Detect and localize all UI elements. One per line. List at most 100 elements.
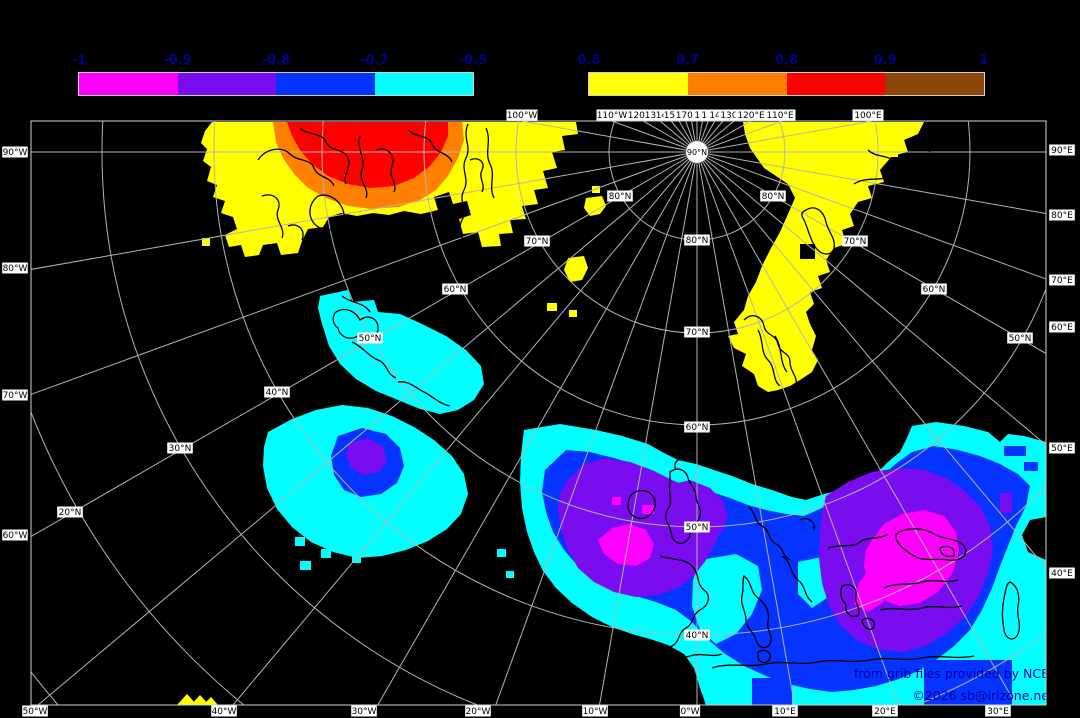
graticule-label: 80°N [609,192,632,202]
data-regions [177,122,1046,705]
north-pole-disc [686,141,708,163]
colorbar-tick: -0.7 [360,53,389,68]
graticule-label: 10°E [774,707,796,717]
graticule-label-box [607,190,633,202]
purple-speck [1000,493,1012,513]
graticule-label: 60°E [1051,323,1073,333]
negative-colorbar [78,72,474,96]
coast-scandinavia [743,315,797,387]
yellow-speck [592,186,600,193]
graticule-label-box [264,386,290,398]
graticule-label-box [351,705,377,717]
cyan-speck [352,555,361,563]
positive-colorbar [588,72,985,96]
coast-north-africa [711,655,975,669]
graticule-label-box [57,506,83,518]
graticule-label: 40°N [686,631,709,641]
graticule-label: 130°E [720,111,748,121]
graticule-labels: 100°W110°W120°W130°W140°W150°W170°W160°E… [2,109,1075,717]
blue-speck [1024,462,1038,471]
graticule-label-box [684,234,710,246]
colorbar-tick: 0.8 [774,53,799,68]
graticule-label-box [22,705,48,717]
meridian-line [696,151,1046,280]
graticule-label-box [2,146,28,158]
cyan-speck [300,561,311,570]
yellow-speck [569,310,577,317]
colorbar-segment [786,73,886,95]
coast-canadian-arctic [257,127,453,241]
meridian-line [31,151,698,395]
graticule-label: 170°W [676,111,707,121]
coast-adriatic [781,533,889,603]
graticule-label-box [1049,567,1075,579]
yellow-patch-svalbard [584,196,606,216]
coast-baltic [747,483,815,561]
meridian-line [696,151,1046,569]
graticule-label-box [684,421,710,433]
colorbar-tick: 0.5 [577,53,601,68]
graticule-label: 0°W [680,707,699,717]
graticule-label-box [921,283,947,295]
meridian-line [598,151,698,705]
graticule-label-box [596,109,628,121]
graticule-label: 60°W [3,531,28,541]
graticule-label-box [842,235,868,247]
graticule-label: 70°N [844,237,867,247]
graticule-label-box [772,705,798,717]
graticule-label: 40°N [266,388,289,398]
graticule-label: 10°W [583,707,608,717]
coast-france-iberia [623,555,723,659]
meridian-line [377,151,698,705]
yellow-speck [536,166,542,172]
graticule-label-box [852,109,884,121]
hole-in-yellow [800,244,815,259]
graticule-label-box [675,109,707,121]
yellow-speck [547,303,557,311]
graticule-label: 50°N [686,523,709,533]
coast-caspian [1001,581,1021,640]
colorbar-segment [276,73,375,95]
cyan-speck [497,549,506,557]
graticule-label-box [872,705,898,717]
graticule-label: 120°E [737,111,765,121]
meridian-line [232,151,698,705]
coast-greece [840,584,875,631]
graticule-label-box [582,705,608,717]
graticule-label-box [679,705,701,717]
graticule-label-box [735,109,767,121]
graticule-label-box [985,705,1011,717]
graticule-label: 90°W [3,148,28,158]
meridian-line [696,151,1046,355]
graticule-label: 30°E [987,707,1009,717]
positive-colorbar-ticks: 0.5 0.7 0.8 0.9 1 [577,53,988,69]
colorbar-tick: -0.5 [458,53,488,68]
meridian-line [696,151,1017,705]
meridian-line [696,151,1046,215]
graticule-label-box [1007,332,1033,344]
graticule-label-box [1049,209,1075,221]
meridian-line [31,151,698,270]
coast-black-sea [895,528,967,561]
coast-greenland-west [459,123,495,249]
graticule-label-box [2,262,28,274]
graticule-label: 80°E [1051,211,1073,221]
graticule-label: 50°W [23,707,48,717]
magenta-speck [612,497,621,505]
meridian-line [31,151,698,538]
colorbar-segment [589,73,688,95]
graticule-label: 100°W [507,111,538,121]
blue-speck [1004,446,1026,456]
region-red-north-america [287,122,448,188]
graticule-label: 80°N [686,236,709,246]
colorbar-segment [79,73,178,95]
meridian-line [518,121,698,153]
meridian-line [495,151,698,705]
graticule-label-box [211,705,237,717]
graticule-label-box [357,332,383,344]
colorbar-segment [885,73,984,95]
blue-bottom-patch [752,678,792,705]
colorbar-segment [687,73,787,95]
negative-colorbar-ticks: -1 -0.9 -0.8 -0.7 -0.5 [72,53,487,69]
graticule-label: 50°E [1051,444,1073,454]
